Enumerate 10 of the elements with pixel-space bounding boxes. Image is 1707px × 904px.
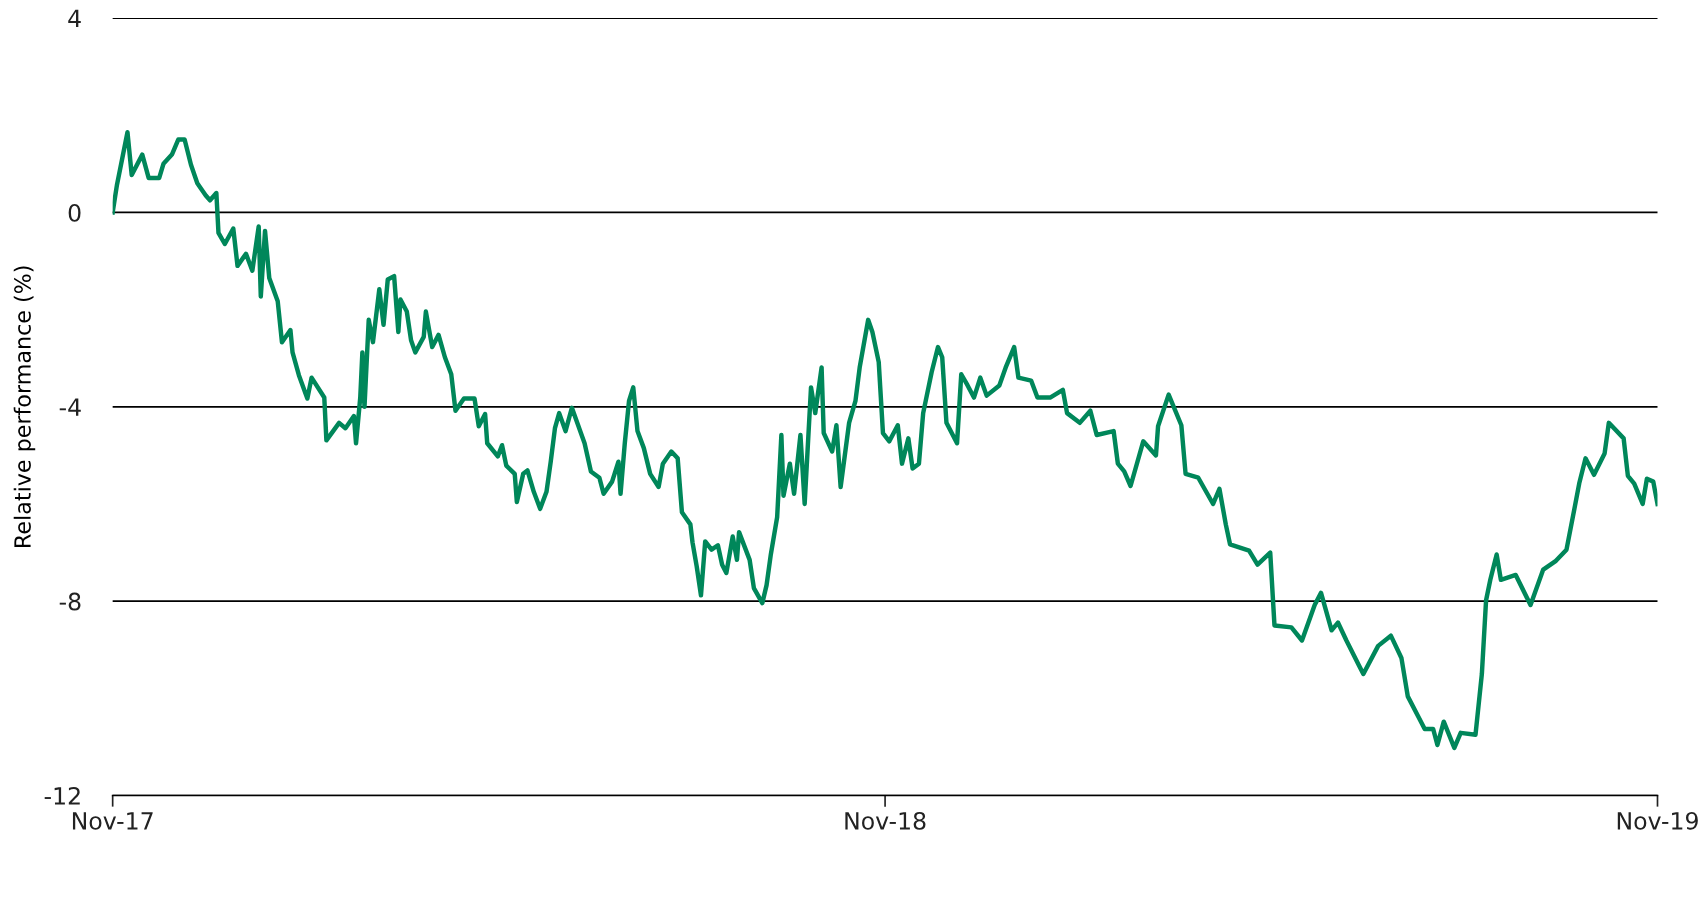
y-axis-title: Relative performance (%) — [13, 266, 36, 547]
x-tick-label: Nov-17 — [72, 812, 153, 830]
y-tick-label: 4 — [68, 9, 81, 28]
x-tick-label: Nov-19 — [1617, 811, 1698, 830]
y-tick-label: 0 — [68, 203, 81, 222]
line-series — [112, 130, 1658, 751]
y-tick-label: -4 — [59, 398, 81, 416]
x-tick-label: Nov-18 — [845, 811, 926, 830]
y-tick-label: -12 — [44, 786, 80, 805]
y-tick-label: -8 — [59, 592, 81, 611]
